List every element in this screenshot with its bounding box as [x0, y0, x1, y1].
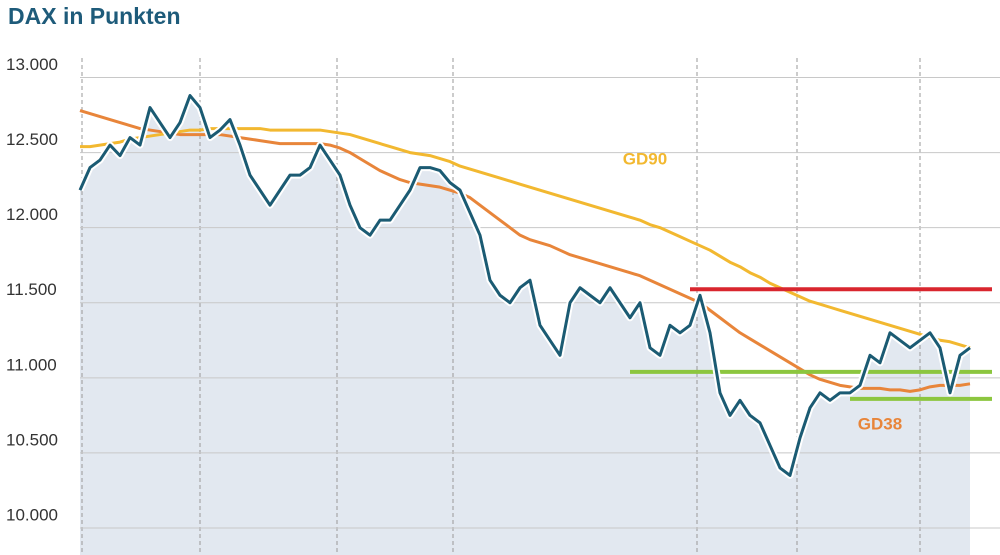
- y-tick-label: 10.000: [6, 505, 58, 524]
- line: [79, 109, 971, 393]
- line: [80, 127, 971, 350]
- y-tick-label: 11.000: [6, 355, 57, 374]
- area: [80, 95, 970, 555]
- y-tick-label: 12.000: [6, 205, 58, 224]
- vertical-grid: [81, 58, 921, 555]
- y-tick-label: 13.000: [6, 55, 58, 74]
- y-tick-label: 10.500: [6, 430, 58, 449]
- y-tick-label: 12.500: [6, 130, 58, 149]
- y-tick-label: 11.500: [6, 280, 57, 299]
- series-label: GD38: [858, 414, 902, 433]
- series-label: GD90: [623, 149, 667, 168]
- line: [78, 94, 971, 477]
- chart-title: DAX in Punkten: [8, 3, 181, 29]
